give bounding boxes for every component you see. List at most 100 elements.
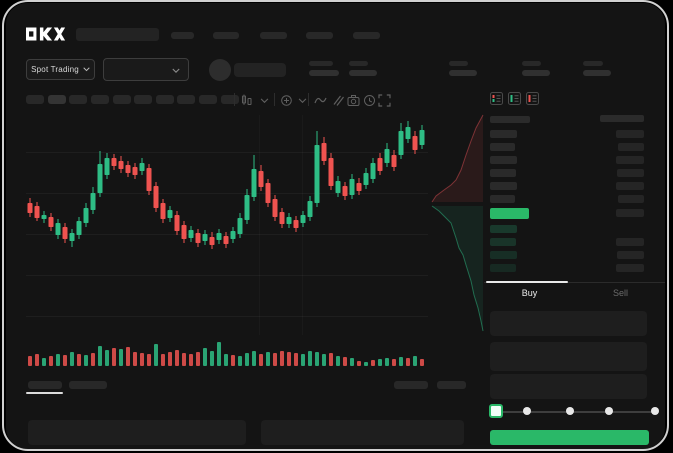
total-input[interactable] bbox=[490, 374, 647, 399]
app-window: Spot Trading bbox=[6, 3, 665, 449]
toolbar-divider bbox=[274, 93, 275, 106]
stat-value-5 bbox=[583, 70, 611, 76]
buy-submit-button[interactable] bbox=[490, 430, 649, 445]
bottom-action-1[interactable] bbox=[394, 381, 428, 389]
candlestick-chart[interactable] bbox=[6, 3, 665, 449]
bottom-action-2[interactable] bbox=[437, 381, 466, 389]
trade-tabs-divider bbox=[484, 282, 665, 283]
timeframe-button-2-active[interactable] bbox=[48, 95, 66, 104]
slider-stop-25[interactable] bbox=[523, 407, 531, 415]
timeframe-button-3[interactable] bbox=[69, 95, 87, 104]
timeframe-button-5[interactable] bbox=[113, 95, 131, 104]
okx-logo[interactable] bbox=[26, 27, 66, 41]
bid-row-size[interactable] bbox=[490, 251, 517, 259]
toolbar-divider bbox=[308, 93, 309, 106]
slider-stop-75[interactable] bbox=[605, 407, 613, 415]
indicator-icon[interactable] bbox=[280, 94, 293, 107]
ask-row-price[interactable] bbox=[618, 143, 644, 151]
bottom-tab-2[interactable] bbox=[69, 381, 107, 389]
amount-slider-handle[interactable] bbox=[489, 404, 503, 418]
timeframe-button-1[interactable] bbox=[26, 95, 44, 104]
stat-label-5 bbox=[583, 61, 603, 66]
chevron-down-icon bbox=[172, 68, 180, 73]
ask-row-size[interactable] bbox=[490, 195, 515, 203]
slider-stop-100[interactable] bbox=[651, 407, 659, 415]
bid-row-size[interactable] bbox=[490, 238, 516, 246]
gridline bbox=[26, 234, 428, 235]
stat-value-3 bbox=[449, 70, 477, 76]
tab-sell[interactable]: Sell bbox=[612, 288, 628, 298]
last-price-bar[interactable] bbox=[490, 208, 529, 219]
ask-row-price[interactable] bbox=[616, 156, 644, 164]
caret-down-icon[interactable] bbox=[260, 98, 269, 104]
ask-row-size[interactable] bbox=[490, 130, 517, 138]
book-asks-icon[interactable] bbox=[526, 92, 539, 105]
stat-value-4 bbox=[522, 70, 550, 76]
book-bids-icon[interactable] bbox=[508, 92, 521, 105]
gridline bbox=[26, 193, 428, 194]
nav-item-2[interactable] bbox=[213, 32, 239, 39]
ask-row-size[interactable] bbox=[490, 182, 517, 190]
orderbook-rows bbox=[484, 89, 665, 282]
chevron-down-icon bbox=[83, 67, 90, 72]
ticker-skeleton bbox=[76, 28, 159, 41]
market-type-label: Spot Trading bbox=[31, 65, 79, 74]
stat-label-1 bbox=[309, 61, 333, 66]
gridline bbox=[26, 275, 428, 276]
timeframe-button-6[interactable] bbox=[134, 95, 152, 104]
ask-row-price[interactable] bbox=[617, 169, 644, 177]
gridline bbox=[26, 152, 428, 153]
orderbook-panel: Buy Sell bbox=[484, 89, 665, 448]
slider-stop-50[interactable] bbox=[566, 407, 574, 415]
toolbar-divider bbox=[234, 93, 235, 106]
line-tool-icon[interactable] bbox=[314, 95, 327, 106]
timeframe-button-8[interactable] bbox=[177, 95, 195, 104]
interval-candles-icon[interactable] bbox=[240, 94, 253, 107]
orderbook-header-left[interactable] bbox=[490, 116, 530, 123]
timeframe-button-7[interactable] bbox=[156, 95, 174, 104]
stat-label-2 bbox=[349, 61, 368, 66]
nav-item-4[interactable] bbox=[306, 32, 333, 39]
ask-row-price[interactable] bbox=[616, 130, 644, 138]
okx-logo-icon bbox=[26, 27, 66, 41]
ask-row-size[interactable] bbox=[490, 143, 515, 151]
stat-label-3 bbox=[449, 61, 468, 66]
tab-buy[interactable]: Buy bbox=[521, 288, 538, 298]
nav-item-1[interactable] bbox=[171, 32, 194, 39]
fullscreen-icon[interactable] bbox=[378, 94, 391, 107]
bid-row-price[interactable] bbox=[617, 251, 644, 259]
ask-row-price[interactable] bbox=[618, 195, 644, 203]
timeframe-button-10[interactable] bbox=[221, 95, 239, 104]
bid-row-price[interactable] bbox=[616, 238, 644, 246]
bottom-tab-1-active[interactable] bbox=[28, 381, 62, 389]
caret-down-icon[interactable] bbox=[298, 98, 307, 104]
history-clock-icon[interactable] bbox=[363, 94, 376, 107]
market-type-selector[interactable]: Spot Trading bbox=[26, 59, 95, 80]
buy-tab-indicator bbox=[486, 281, 568, 283]
bid-row-size[interactable] bbox=[490, 264, 516, 272]
book-both-icon[interactable] bbox=[490, 92, 503, 105]
amount-slider-track[interactable] bbox=[495, 411, 659, 413]
gridline bbox=[26, 316, 428, 317]
ask-row-size[interactable] bbox=[490, 156, 517, 164]
price-input[interactable] bbox=[490, 311, 647, 336]
stat-label-4 bbox=[522, 61, 541, 66]
pair-selector-dropdown[interactable] bbox=[103, 58, 189, 81]
price-row-right[interactable] bbox=[616, 209, 644, 217]
bid-row-size[interactable] bbox=[490, 225, 517, 233]
timeframe-button-9[interactable] bbox=[199, 95, 217, 104]
timeframe-button-4[interactable] bbox=[91, 95, 109, 104]
open-orders-placeholder bbox=[28, 420, 246, 445]
order-history-placeholder bbox=[261, 420, 464, 445]
orderbook-header-right[interactable] bbox=[600, 115, 644, 122]
stat-value-1 bbox=[309, 70, 339, 76]
draw-tool-icon[interactable] bbox=[332, 94, 345, 107]
amount-input[interactable] bbox=[490, 342, 647, 371]
ask-row-price[interactable] bbox=[616, 182, 644, 190]
nav-item-5[interactable] bbox=[353, 32, 380, 39]
ask-row-size[interactable] bbox=[490, 169, 516, 177]
camera-icon[interactable] bbox=[347, 94, 360, 107]
nav-item-3[interactable] bbox=[260, 32, 287, 39]
bid-row-price[interactable] bbox=[616, 264, 644, 272]
pair-name-skeleton bbox=[234, 63, 286, 77]
